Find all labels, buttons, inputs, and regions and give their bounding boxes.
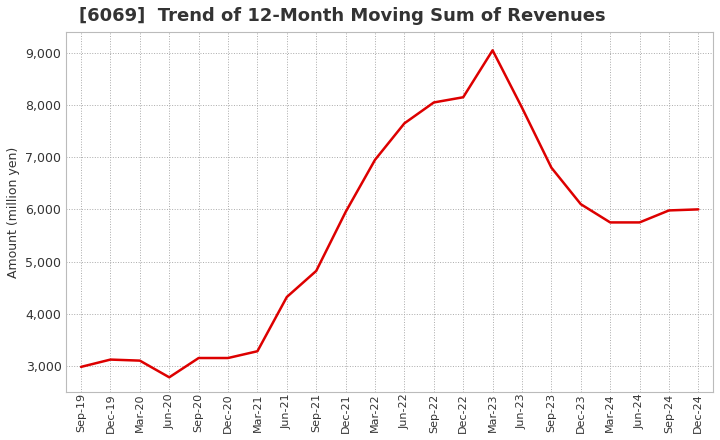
Y-axis label: Amount (million yen): Amount (million yen)	[7, 147, 20, 278]
Text: [6069]  Trend of 12-Month Moving Sum of Revenues: [6069] Trend of 12-Month Moving Sum of R…	[79, 7, 606, 25]
